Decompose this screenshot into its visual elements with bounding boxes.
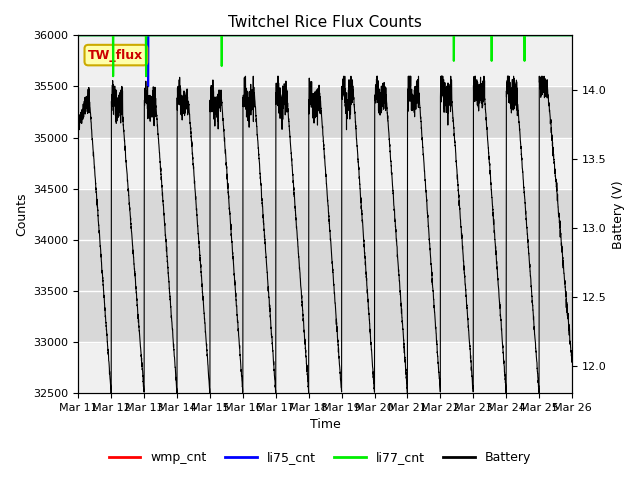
Y-axis label: Battery (V): Battery (V) bbox=[612, 180, 625, 249]
Y-axis label: Counts: Counts bbox=[15, 192, 28, 236]
Bar bbox=[79, 86, 572, 138]
X-axis label: Time: Time bbox=[310, 419, 340, 432]
Legend: wmp_cnt, li75_cnt, li77_cnt, Battery: wmp_cnt, li75_cnt, li77_cnt, Battery bbox=[104, 446, 536, 469]
Title: Twitchel Rice Flux Counts: Twitchel Rice Flux Counts bbox=[228, 15, 422, 30]
Bar bbox=[79, 189, 572, 342]
Text: TW_flux: TW_flux bbox=[88, 48, 143, 61]
